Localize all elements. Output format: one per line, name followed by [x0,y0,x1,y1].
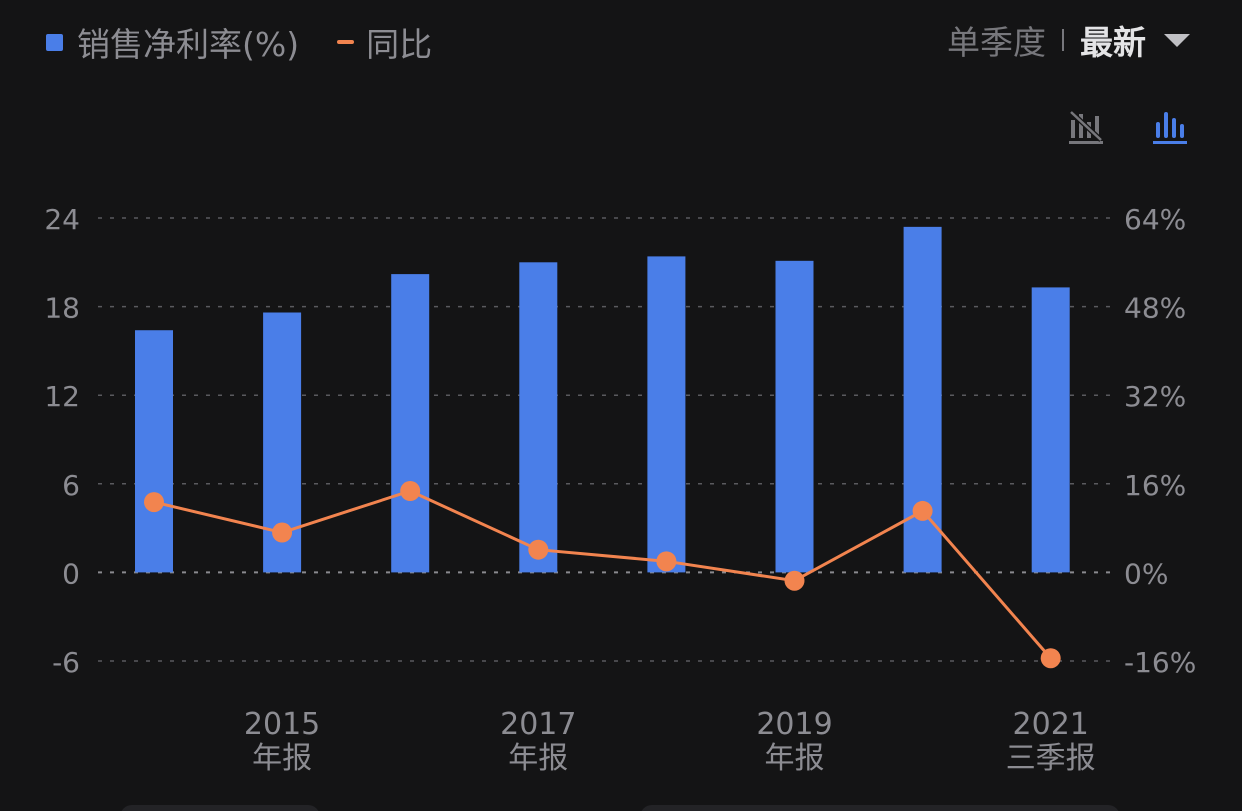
legend-bar-label: 销售净利率(%) [77,25,300,64]
legend-line-label: 同比 [366,25,433,64]
left-axis-tick-label: 24 [44,203,80,236]
right-axis-tick-label: 32% [1124,380,1186,413]
yoy-point [528,539,549,560]
right-axis-tick-label: 64% [1124,203,1186,236]
x-tick-label-year: 2021 [1013,707,1089,742]
left-axis-tick-label: 0 [62,557,80,590]
x-tick-label-period: 年报 [252,741,312,776]
x-tick-label-period: 三季报 [1006,741,1096,776]
left-axis-tick-label: -6 [52,646,80,679]
right-axis-tick-label: 16% [1124,469,1186,502]
yoy-point [656,551,677,572]
bar [1031,287,1070,573]
right-axis-tick-label: 0% [1124,557,1168,590]
bar [135,330,173,573]
legend-bar-swatch [46,33,63,51]
latest-selector[interactable]: 最新 [1080,23,1146,62]
footer-tab-edge [120,805,320,811]
legend-line-swatch [337,40,355,44]
left-axis-tick-label: 6 [62,469,80,502]
footer-tab-edge [640,805,1120,811]
yoy-line [153,489,1052,660]
yoy-point [1040,648,1061,669]
x-tick-label-year: 2019 [756,707,832,742]
yoy-point [272,522,293,543]
bar [391,274,430,573]
bar [647,256,686,573]
x-tick-label-period: 年报 [765,741,825,776]
bar-chart-icon[interactable] [1151,108,1189,146]
yoy-point [144,492,164,513]
chevron-down-icon[interactable] [1164,33,1190,47]
hide-line-chart-icon[interactable] [1067,108,1105,146]
chart-controls: 单季度 最新 [947,16,1190,64]
x-tick-label-period: 年报 [508,741,568,776]
period-selector[interactable]: 单季度 [947,23,1046,62]
yoy-point [912,500,933,521]
bar [775,260,814,573]
bar [519,262,558,573]
right-axis-tick-label: 48% [1124,292,1186,325]
right-axis-tick-label: -16% [1124,646,1196,679]
x-tick-label-year: 2017 [500,707,576,742]
left-axis-tick-label: 12 [44,380,80,413]
legend: 销售净利率(%) 同比 [46,18,432,66]
yoy-point [400,480,421,501]
yoy-point [784,570,805,591]
left-axis-tick-label: 18 [44,292,80,325]
controls-divider [1062,29,1064,51]
x-tick-label-year: 2015 [244,707,320,742]
